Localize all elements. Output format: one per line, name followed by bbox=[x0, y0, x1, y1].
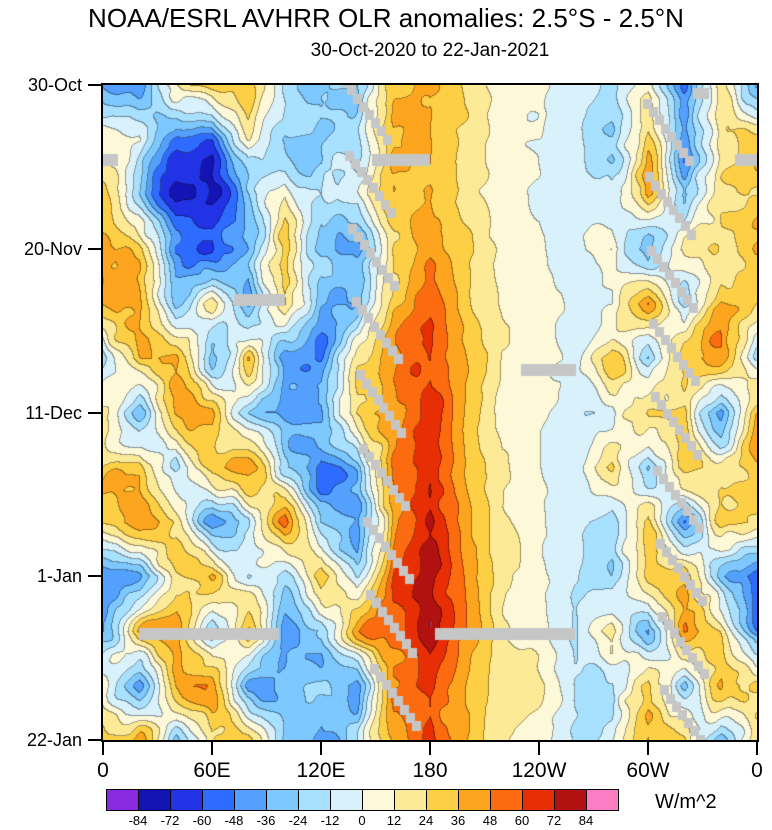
colorbar-cell bbox=[234, 789, 267, 811]
x-axis-tick bbox=[647, 742, 649, 755]
colorbar-cell bbox=[426, 789, 459, 811]
x-axis-tick bbox=[102, 742, 104, 755]
colorbar-cell bbox=[362, 789, 395, 811]
colorbar-tick-label: -48 bbox=[224, 813, 244, 828]
colorbar-cell bbox=[138, 789, 171, 811]
colorbar-tick-label: -36 bbox=[256, 813, 276, 828]
colorbar-tick-label: 48 bbox=[482, 813, 498, 828]
colorbar-cell bbox=[554, 789, 587, 811]
colorbar-cell bbox=[170, 789, 203, 811]
y-axis-tick bbox=[88, 739, 101, 741]
chart-title: NOAA/ESRL AVHRR OLR anomalies: 2.5°S - 2… bbox=[88, 3, 684, 33]
y-axis-label: 11-Dec bbox=[25, 402, 82, 423]
x-axis-label: 60W bbox=[626, 759, 670, 782]
colorbar-cell bbox=[106, 789, 139, 811]
y-axis-label: 30-Oct bbox=[27, 75, 82, 95]
colorbar-cell bbox=[490, 789, 523, 811]
colorbar-tick-label: -72 bbox=[160, 813, 180, 828]
colorbar-cell bbox=[394, 789, 427, 811]
y-axis-label: 20-Nov bbox=[23, 238, 82, 259]
y-axis-tick bbox=[88, 247, 101, 250]
hovmoller-heatmap-canvas bbox=[103, 85, 757, 740]
x-axis-tick bbox=[429, 742, 431, 755]
colorbar-unit-label: W/m^2 bbox=[655, 791, 717, 813]
colorbar-tick-label: 24 bbox=[418, 813, 434, 828]
colorbar-cell bbox=[266, 789, 299, 811]
y-axis-label: 22-Jan bbox=[26, 730, 82, 750]
colorbar-tick-label: 84 bbox=[578, 813, 594, 828]
x-axis-label: 0 bbox=[751, 759, 763, 782]
colorbar-tick-label: 12 bbox=[386, 813, 402, 828]
x-axis-label: 0 bbox=[97, 759, 109, 782]
y-axis-tick bbox=[88, 411, 101, 414]
x-axis-tick bbox=[538, 742, 540, 755]
colorbar-cell bbox=[202, 789, 235, 811]
colorbar-cell bbox=[586, 789, 619, 811]
colorbar-tick-label: 60 bbox=[514, 813, 530, 828]
colorbar-tick-label: -24 bbox=[288, 813, 308, 828]
plot-frame bbox=[101, 83, 759, 742]
colorbar-tick-label: 72 bbox=[546, 813, 562, 828]
y-axis-label: 1-Jan bbox=[36, 566, 82, 587]
y-axis-tick bbox=[88, 84, 101, 86]
x-axis-label: 120W bbox=[511, 759, 567, 782]
colorbar-cell bbox=[458, 789, 491, 811]
x-axis-tick bbox=[756, 742, 758, 755]
chart-subtitle: 30-Oct-2020 to 22-Jan-2021 bbox=[310, 40, 550, 61]
colorbar-tick-label: -12 bbox=[320, 813, 340, 828]
colorbar-tick-label: -60 bbox=[192, 813, 212, 828]
y-axis-tick bbox=[88, 575, 101, 578]
x-axis-tick bbox=[211, 742, 213, 755]
x-axis-tick bbox=[320, 742, 322, 755]
colorbar-cell bbox=[330, 789, 363, 811]
x-axis-label: 60E bbox=[193, 759, 231, 782]
colorbar-cell bbox=[298, 789, 331, 811]
colorbar-cell bbox=[522, 789, 555, 811]
colorbar-tick-label: 36 bbox=[450, 813, 466, 828]
colorbar-tick-label: -84 bbox=[128, 813, 148, 828]
x-axis-label: 120E bbox=[296, 759, 346, 782]
colorbar-tick-label: 0 bbox=[358, 813, 366, 828]
x-axis-label: 180 bbox=[412, 759, 448, 782]
